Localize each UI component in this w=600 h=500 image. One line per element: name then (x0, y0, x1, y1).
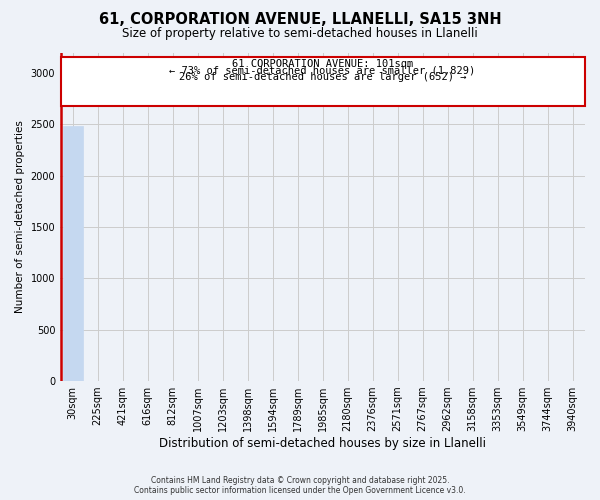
Bar (62, 126, 83, 381)
Text: 61 CORPORATION AVENUE: 101sqm: 61 CORPORATION AVENUE: 101sqm (232, 58, 413, 68)
Text: Size of property relative to semi-detached houses in Llanelli: Size of property relative to semi-detach… (122, 28, 478, 40)
Text: ← 73% of semi-detached houses are smaller (1,829): ← 73% of semi-detached houses are smalle… (169, 66, 476, 76)
FancyBboxPatch shape (61, 56, 584, 106)
Text: Contains HM Land Registry data © Crown copyright and database right 2025.
Contai: Contains HM Land Registry data © Crown c… (134, 476, 466, 495)
X-axis label: Distribution of semi-detached houses by size in Llanelli: Distribution of semi-detached houses by … (159, 437, 486, 450)
Text: 26% of semi-detached houses are larger (652) →: 26% of semi-detached houses are larger (… (179, 72, 466, 82)
Y-axis label: Number of semi-detached properties: Number of semi-detached properties (15, 120, 25, 313)
Text: 61, CORPORATION AVENUE, LLANELLI, SA15 3NH: 61, CORPORATION AVENUE, LLANELLI, SA15 3… (98, 12, 502, 28)
